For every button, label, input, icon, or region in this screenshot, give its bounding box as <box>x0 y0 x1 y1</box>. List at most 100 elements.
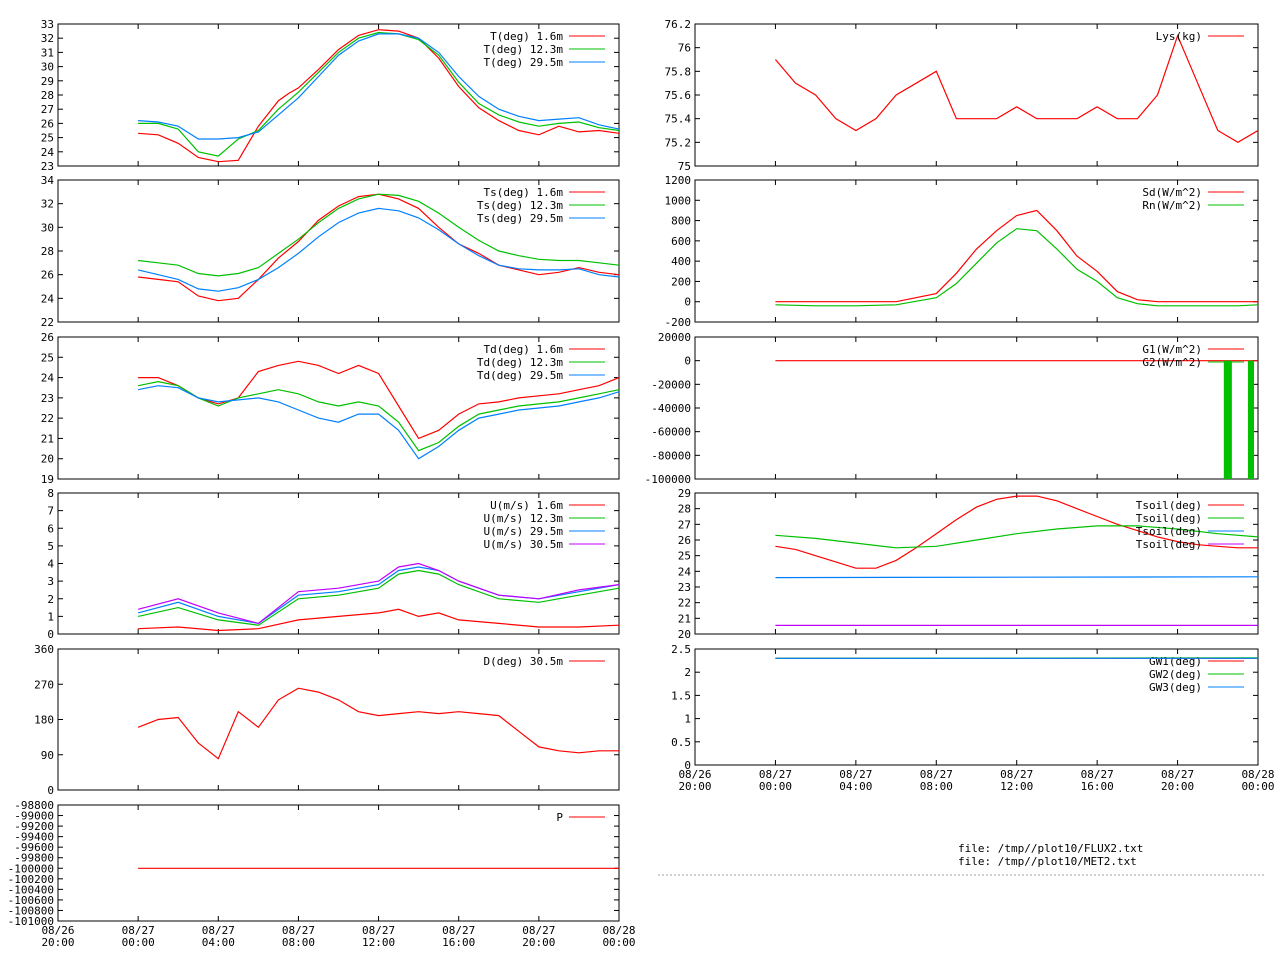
y-tick-label: 23 <box>678 581 691 594</box>
series-line-0 <box>138 608 619 632</box>
y-tick-label: 26 <box>678 534 691 547</box>
x-tick-time: 20:00 <box>678 780 711 793</box>
x-tick-time: 00:00 <box>1241 780 1274 793</box>
x-tick-date: 08/27 <box>522 924 555 937</box>
file-label-met: file: /tmp//plot10/MET2.txt <box>958 855 1137 868</box>
y-tick-label: 27 <box>41 103 54 116</box>
series-line-1 <box>137 380 619 452</box>
series-line-2 <box>775 576 1258 579</box>
legend-label: Tsoil(deg) <box>1136 525 1202 538</box>
x-tick-date: 08/27 <box>1000 768 1033 781</box>
x-tick-date: 08/27 <box>362 924 395 937</box>
y-tick-label: 26 <box>41 331 54 344</box>
y-tick-label: 28 <box>41 89 54 102</box>
plot-frame <box>57 336 620 480</box>
y-tick-label: 28 <box>678 503 691 516</box>
x-tick-time: 20:00 <box>41 936 74 949</box>
chart-panel-10: 00.511.522.508/2620:0008/2700:0008/2704:… <box>671 643 1274 793</box>
x-tick-date: 08/27 <box>442 924 475 937</box>
y-tick-label: 28 <box>41 245 54 258</box>
y-tick-label: 1000 <box>665 194 692 207</box>
y-tick-label: 6 <box>47 522 54 535</box>
y-tick-label: -99000 <box>14 810 54 823</box>
series-line-2 <box>137 207 619 292</box>
y-tick-label: 4 <box>47 558 54 571</box>
x-tick-date: 08/28 <box>1241 768 1274 781</box>
y-tick-label: -200 <box>665 316 692 329</box>
y-tick-label: 2.5 <box>671 643 691 656</box>
y-tick-label: -20000 <box>651 378 691 391</box>
y-tick-label: 90 <box>41 749 54 762</box>
plot-frame <box>694 492 1259 635</box>
chart-panel-3: 0 1 2 3 4 5 6 7 8 U(m/s) 1.6mU(m/s) 12.3mU(m/s) 2… <box>47 487 620 641</box>
chart-panel-9: 20212223242526272829Tsoil(deg)Tsoil(deg)… <box>678 487 1259 641</box>
series-line-0 <box>775 495 1258 569</box>
plot-frame <box>694 179 1259 323</box>
y-tick-label: 3 <box>47 575 54 588</box>
series-line-2 <box>138 33 619 140</box>
plot-frame <box>57 804 620 922</box>
y-tick-label: 0 <box>47 628 54 641</box>
y-tick-label: 20 <box>678 628 691 641</box>
series-line-1 <box>137 569 619 626</box>
legend-label: GW2(deg) <box>1149 668 1202 681</box>
y-tick-label: 800 <box>671 215 691 228</box>
y-tick-label: 270 <box>34 678 54 691</box>
y-tick-label: -101000 <box>8 915 54 928</box>
series-line-2 <box>137 385 619 460</box>
y-tick-label: 25 <box>41 132 54 145</box>
y-tick-label: 19 <box>41 473 54 486</box>
y-tick-label: 24 <box>41 372 55 385</box>
legend-label: U(m/s) 12.3m <box>484 512 564 525</box>
x-tick-time: 00:00 <box>759 780 792 793</box>
x-tick-date: 08/27 <box>839 768 872 781</box>
y-tick-label: -100800 <box>8 904 54 917</box>
plot-frame <box>694 23 1259 167</box>
y-tick-label: 0 <box>47 784 54 797</box>
y-tick-label: 22 <box>41 316 54 329</box>
y-tick-label: 600 <box>671 235 691 248</box>
legend-label: GW1(deg) <box>1149 655 1202 668</box>
legend-label: U(m/s) 1.6m <box>490 499 563 512</box>
file-list: file: /tmp//plot10/FLUX2.txt file: /tmp/… <box>958 842 1143 868</box>
y-tick-label: 26 <box>41 269 54 282</box>
y-tick-label: 75.6 <box>665 89 692 102</box>
legend-label: T(deg) 1.6m <box>490 30 563 43</box>
y-tick-label: 29 <box>678 487 691 500</box>
y-tick-label: 360 <box>34 643 54 656</box>
chart-panel-7: -200 0 200 400 600 800 1000 1200 Sd(W/m^2)Rn(W/m… <box>665 174 1259 329</box>
y-tick-label: 32 <box>41 198 54 211</box>
y-tick-label: 1 <box>47 610 54 623</box>
y-tick-label: -99400 <box>14 831 54 844</box>
series-line-1 <box>138 31 619 157</box>
y-tick-label: -100000 <box>645 473 691 486</box>
legend-label: Td(deg) 12.3m <box>477 356 563 369</box>
y-tick-label: 30 <box>41 61 54 74</box>
y-tick-label: -98800 <box>14 799 54 812</box>
series-line-0 <box>774 34 1258 143</box>
y-tick-label: 23 <box>41 160 54 173</box>
y-tick-label: 30 <box>41 221 54 234</box>
series-line-2 <box>137 566 619 625</box>
series-bar-1 <box>1223 360 1232 479</box>
y-tick-label: 180 <box>34 714 54 727</box>
y-tick-label: 0 <box>684 355 691 368</box>
y-tick-label: 7 <box>47 505 54 518</box>
y-tick-label: -100400 <box>8 883 54 896</box>
x-tick-date: 08/27 <box>1081 768 1114 781</box>
y-tick-label: 75.2 <box>665 136 692 149</box>
x-tick-date: 08/27 <box>920 768 953 781</box>
x-tick-time: 16:00 <box>1081 780 1114 793</box>
y-tick-label: 21 <box>41 432 54 445</box>
y-tick-label: 2 <box>47 593 54 606</box>
legend-label: D(deg) 30.5m <box>484 655 564 668</box>
y-tick-label: 27 <box>678 518 691 531</box>
y-tick-label: 5 <box>47 540 54 553</box>
legend-label: G1(W/m^2) <box>1142 343 1202 356</box>
y-tick-label: 20 <box>41 453 54 466</box>
y-tick-label: 29 <box>41 75 54 88</box>
x-tick-time: 08:00 <box>282 936 315 949</box>
y-tick-label: -99800 <box>14 852 54 865</box>
